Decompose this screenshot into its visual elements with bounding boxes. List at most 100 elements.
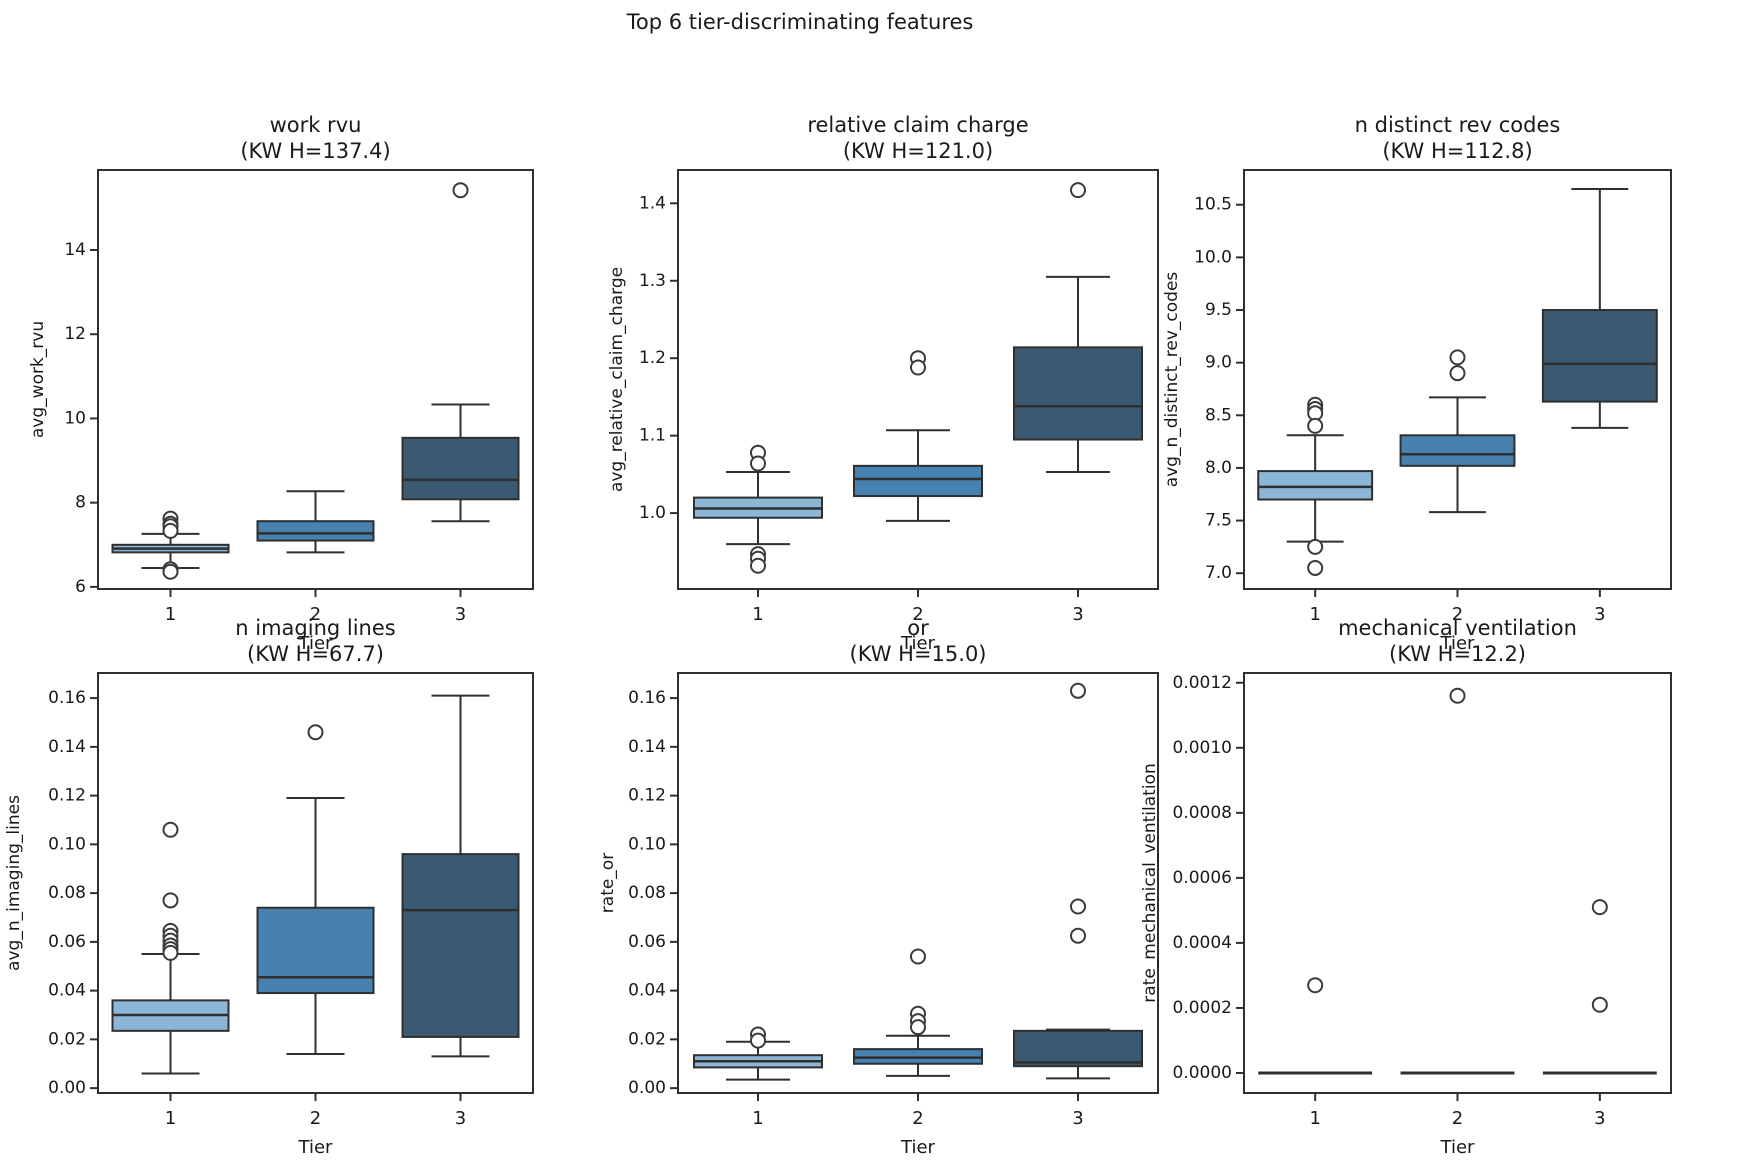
box	[401, 436, 520, 501]
outlier-point	[162, 944, 179, 961]
box	[256, 520, 375, 542]
y-axis-label: rate_or	[598, 853, 618, 913]
x-tick-label: 1	[752, 1108, 763, 1129]
y-tick-label: 0.0008	[1173, 803, 1232, 823]
box-group-tier-2	[853, 350, 983, 522]
x-axis-label: Tier	[298, 1137, 334, 1158]
y-tick-label: 0.02	[628, 1029, 666, 1049]
box	[1541, 309, 1658, 403]
box-group-tier-3	[1013, 182, 1143, 474]
y-tick-label: 1.1	[639, 426, 666, 446]
outlier-point	[162, 563, 179, 580]
subplot-3: n distinct rev codes(KW H=112.8) 7.0 7.5 8.…	[1162, 113, 1672, 654]
y-tick-label: 0.12	[48, 786, 86, 806]
x-tick-label: 3	[455, 604, 466, 625]
x-tick-label: 1	[1309, 604, 1320, 625]
axes-frame	[677, 672, 1159, 1094]
x-tick-label: 3	[1072, 604, 1083, 625]
subplot-title: work rvu	[270, 113, 362, 137]
x-tick-label: 2	[1452, 604, 1463, 625]
x-tick-label: 2	[912, 604, 923, 625]
axes-frame	[97, 169, 534, 590]
box-group-tier-2	[1399, 349, 1516, 514]
x-tick-label: 3	[1594, 1108, 1605, 1129]
x-tick-label: 3	[1072, 1108, 1083, 1129]
x-axis-label: Tier	[900, 1137, 936, 1158]
x-tick-label: 1	[752, 604, 763, 625]
y-tick-label: 0.14	[48, 737, 86, 757]
box-group-tier-1	[693, 444, 823, 574]
x-axis-label: Tier	[900, 633, 936, 654]
box	[1013, 346, 1143, 441]
axes-frame	[1243, 672, 1672, 1094]
subplot-title: or	[907, 616, 929, 640]
y-tick-label: 0.04	[48, 981, 86, 1001]
subplot-subtitle: (KW H=121.0)	[843, 139, 993, 163]
outlier-point	[1070, 927, 1086, 944]
subplot-2: relative claim charge(KW H=121.0) 1.0 1.1 1…	[607, 113, 1159, 654]
box	[1257, 470, 1374, 501]
y-tick-label: 1.3	[639, 271, 666, 291]
box-group-tier-1	[1257, 396, 1374, 576]
x-axis-label: Tier	[298, 633, 334, 654]
outlier-point	[1307, 538, 1324, 555]
outlier-point	[910, 359, 926, 376]
y-tick-label: 0.02	[48, 1029, 86, 1049]
y-tick-label: 9.5	[1205, 300, 1232, 320]
y-tick-label: 10	[64, 408, 86, 428]
box-group-tier-2	[256, 490, 375, 554]
outlier-point	[162, 892, 179, 909]
box-group-tier-1	[111, 510, 230, 580]
y-tick-label: 0.0002	[1173, 998, 1232, 1018]
box-group-tier-3	[1013, 682, 1143, 1080]
box	[853, 464, 983, 498]
outlier-point	[1591, 899, 1608, 916]
subplot-title: n distinct rev codes	[1355, 113, 1561, 137]
x-tick-label: 2	[310, 1108, 321, 1129]
axes-frame	[1243, 169, 1672, 590]
box-group-tier-1	[693, 1026, 823, 1081]
y-tick-label: 7.5	[1205, 511, 1232, 531]
subplot-subtitle: (KW H=67.7)	[247, 642, 384, 666]
y-tick-label: 0.00	[48, 1078, 86, 1098]
y-tick-label: 0.10	[628, 834, 666, 854]
subplot-subtitle: (KW H=15.0)	[850, 642, 987, 666]
x-axis-label: Tier	[1440, 633, 1476, 654]
y-tick-label: 1.4	[639, 193, 666, 213]
y-tick-label: 1.2	[639, 348, 666, 368]
y-tick-label: 0.16	[628, 688, 666, 708]
x-axis-label: Tier	[1440, 1137, 1476, 1158]
axes-frame	[677, 169, 1159, 590]
y-tick-label: 14	[64, 240, 86, 260]
box-group-tier-3	[1541, 187, 1658, 429]
y-tick-label: 10.0	[1194, 247, 1232, 267]
y-tick-label: 0.10	[48, 834, 86, 854]
outlier-point	[1070, 182, 1086, 199]
outlier-point	[1307, 559, 1324, 576]
box-group-tier-2	[1400, 687, 1515, 1075]
y-tick-label: 0.08	[48, 883, 86, 903]
subplot-subtitle: (KW H=112.8)	[1382, 139, 1532, 163]
subplot-5: or(KW H=15.0) 0.00 0.02 0.04 0.06 0.08 0.10 0.1…	[598, 616, 1159, 1158]
x-tick-label: 3	[455, 1108, 466, 1129]
box-group-tier-1	[111, 821, 230, 1075]
x-tick-label: 1	[165, 1108, 176, 1129]
subplot-subtitle: (KW H=12.2)	[1389, 642, 1526, 666]
outlier-point	[162, 522, 179, 539]
subplot-subtitle: (KW H=137.4)	[240, 139, 390, 163]
subplot-4: n imaging lines(KW H=67.7) 0.00 0.02 0.04 0.…	[4, 616, 534, 1158]
box	[256, 906, 375, 995]
y-tick-label: 0.12	[628, 786, 666, 806]
y-tick-label: 10.5	[1194, 195, 1232, 215]
y-tick-label: 0.0012	[1173, 673, 1232, 693]
y-axis-label: rate_mechanical_ventilation	[1140, 763, 1160, 1002]
x-tick-label: 1	[165, 604, 176, 625]
y-tick-label: 7.0	[1205, 563, 1232, 583]
outlier-point	[910, 1019, 926, 1036]
x-tick-label: 2	[912, 1108, 923, 1129]
subplot-title: n imaging lines	[235, 616, 395, 640]
y-tick-label: 0.0000	[1173, 1063, 1232, 1083]
